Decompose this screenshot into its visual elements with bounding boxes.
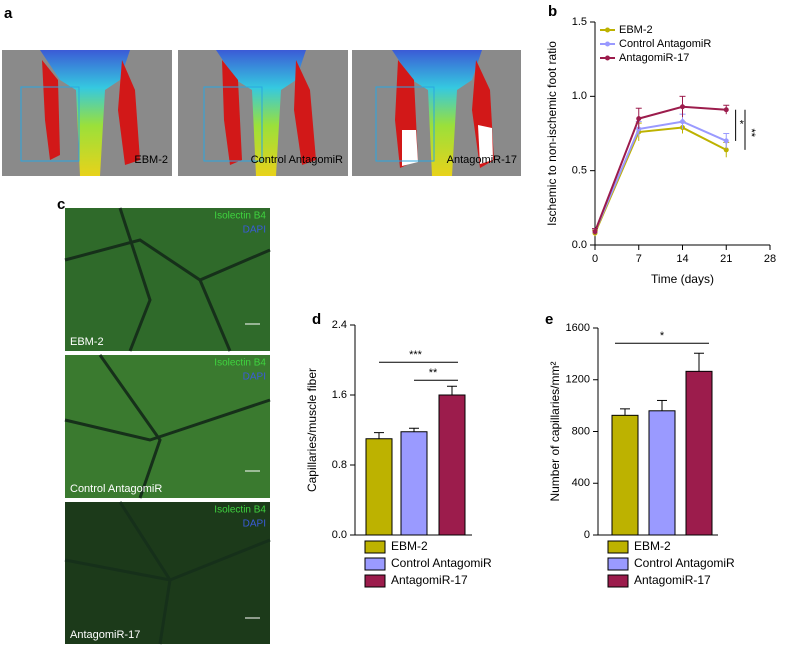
panel-letter: e [545,311,553,328]
y-tick-label: 0.0 [332,529,347,541]
bar [365,438,393,536]
image-label: AntagomiR-17 [447,154,517,166]
panel-letter: a [4,5,13,22]
y-tick-label: 800 [572,425,590,437]
stain-label: Isolectin B4 [214,211,266,222]
y-tick-label: 0.8 [332,459,347,471]
image-label: EBM-2 [134,154,168,166]
significance: ** [745,129,757,138]
legend-label: AntagomiR-17 [391,573,468,587]
y-tick-label: 0.0 [572,239,587,251]
stain-label: Isolectin B4 [214,505,266,516]
y-tick-label: 1.0 [572,90,587,102]
significance: *** [409,349,423,361]
y-tick-label: 400 [572,477,590,489]
legend-swatch [605,27,610,33]
x-tick-label: 14 [676,253,688,265]
y-tick-label: 0.5 [572,165,587,177]
panel-letter: d [312,311,321,328]
legend-swatch [607,540,629,554]
stain-label: DAPI [243,372,266,383]
legend-label: EBM-2 [634,539,671,553]
significance: * [660,330,665,342]
bar [648,410,676,536]
bar [685,370,713,536]
point [636,116,642,122]
image-label: Control AntagomiR [70,483,162,495]
legend-swatch [364,557,386,571]
y-tick-label: 0 [584,529,590,541]
panel-letter: b [548,3,557,20]
bar [400,431,428,536]
point [680,119,685,125]
panel-letter: c [57,196,65,213]
x-tick-label: 28 [764,253,776,265]
y-axis-label: Ischemic to non-ischemic foot ratio [545,41,559,226]
legend-swatch [605,55,610,61]
y-tick-label: 1.5 [572,16,587,28]
legend-swatch [607,574,629,588]
legend-label: Control AntagomiR [391,556,492,570]
image-label: AntagomiR-17 [70,629,140,641]
x-tick-label: 7 [636,253,642,265]
y-tick-label: 1200 [566,374,590,386]
legend-swatch [364,540,386,554]
legend-label: Control AntagomiR [634,556,735,570]
point [680,104,685,110]
x-tick-label: 21 [720,253,732,265]
legend-swatch [607,557,629,571]
legend-label: AntagomiR-17 [619,52,689,64]
point [723,147,729,153]
y-axis-label: Number of capillaries/mm² [548,361,562,501]
legend-swatch [605,41,610,47]
laser-doppler-images [2,50,521,176]
stain-label: DAPI [243,225,266,236]
significance: * [740,118,745,130]
legend-label: Control AntagomiR [619,38,711,50]
legend-label: EBM-2 [391,539,428,553]
legend-label: AntagomiR-17 [634,573,711,587]
x-axis-label: Time (days) [651,272,714,286]
legend-swatch [364,574,386,588]
y-tick-label: 1600 [566,322,590,334]
series-line [594,105,727,232]
point [723,107,729,113]
legend-label: EBM-2 [619,24,653,36]
point [592,229,598,235]
point [723,138,729,144]
series-line [594,120,727,233]
y-axis-label: Capillaries/muscle fiber [305,368,319,492]
microscopy-images [64,207,271,645]
x-tick-label: 0 [592,253,598,265]
y-tick-label: 1.6 [332,389,347,401]
y-tick-label: 2.4 [332,319,347,331]
bar [438,394,466,536]
image-label: Control AntagomiR [251,154,343,166]
image-label: EBM-2 [70,336,104,348]
significance: ** [429,367,438,379]
bar [611,414,639,536]
stain-label: Isolectin B4 [214,358,266,369]
stain-label: DAPI [243,519,266,530]
